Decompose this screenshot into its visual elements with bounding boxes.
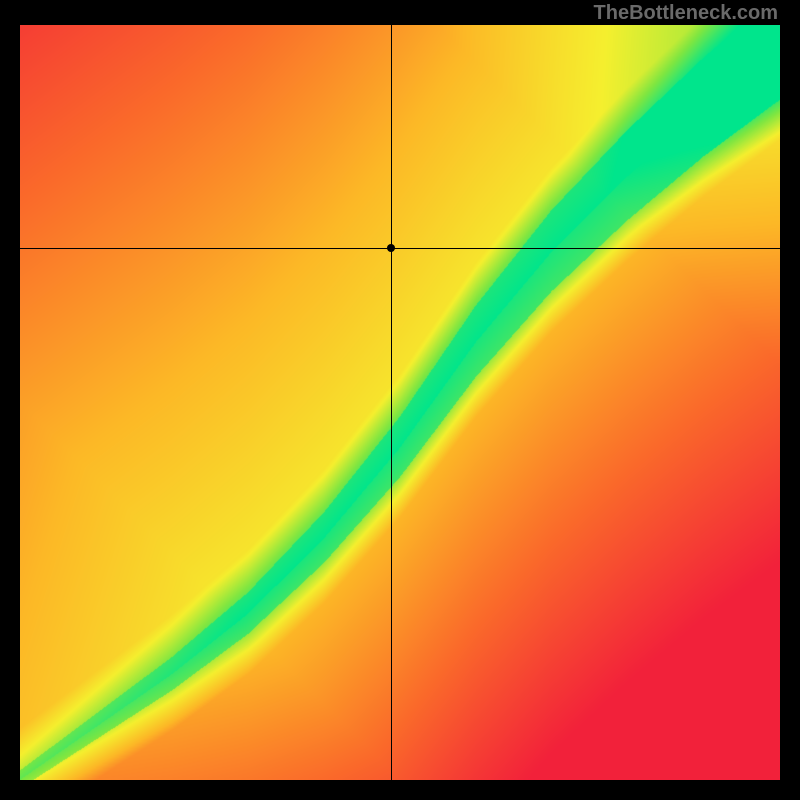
crosshair-horizontal [20, 248, 780, 249]
bottleneck-heatmap [20, 25, 780, 780]
crosshair-marker [387, 244, 395, 252]
crosshair-vertical [391, 25, 392, 780]
watermark-text: TheBottleneck.com [594, 2, 778, 25]
heatmap-canvas [20, 25, 780, 780]
